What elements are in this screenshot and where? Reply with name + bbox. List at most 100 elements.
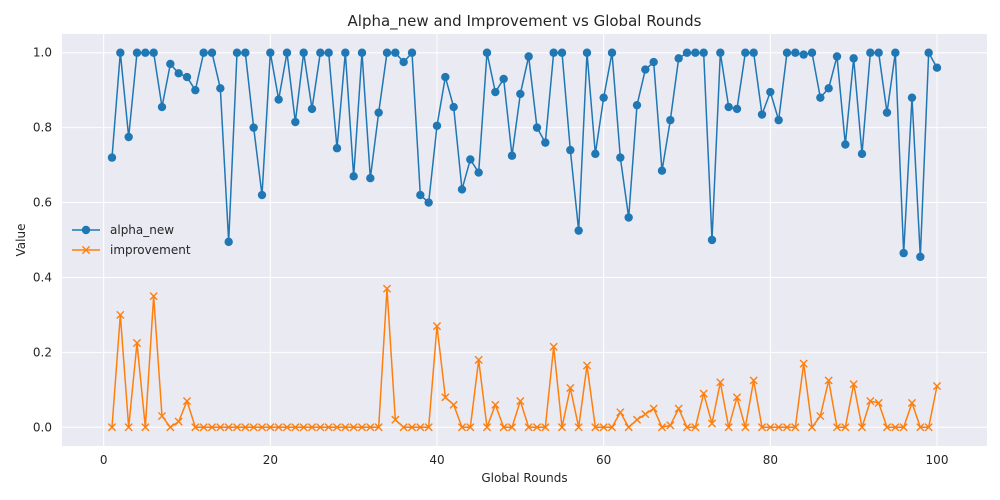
x-tick-label: 40 [429, 453, 444, 467]
data-point [432, 121, 442, 130]
data-point [507, 151, 517, 160]
data-point [807, 423, 817, 432]
data-point [382, 48, 392, 57]
data-point [216, 84, 225, 93]
data-point [257, 423, 267, 432]
data-point [691, 48, 700, 57]
y-tick-label: 0.8 [33, 121, 52, 135]
data-point [816, 93, 825, 102]
data-point [132, 48, 142, 57]
data-point [932, 63, 942, 72]
legend-marker-improvement [81, 245, 91, 255]
x-axis-ticks: 0 20 40 60 80 100 [100, 453, 949, 467]
data-point [524, 52, 533, 61]
data-point [382, 284, 392, 293]
data-point [491, 87, 500, 97]
data-point [724, 423, 733, 432]
data-point [724, 102, 733, 112]
series-alpha-new [107, 48, 942, 262]
data-point [116, 48, 125, 57]
data-point [682, 423, 692, 432]
legend-label-improvement: improvement [110, 243, 191, 257]
data-point [249, 423, 258, 432]
data-point [482, 48, 492, 57]
data-point [882, 108, 892, 117]
data-point [191, 85, 200, 95]
data-point [132, 338, 142, 348]
data-point [616, 153, 625, 162]
data-point [607, 423, 617, 432]
data-point [349, 172, 358, 181]
data-point [407, 423, 417, 432]
data-point [616, 408, 625, 417]
data-point [199, 48, 208, 57]
data-point [632, 415, 642, 424]
data-point [682, 48, 692, 57]
series-improvement [107, 284, 942, 432]
data-point [466, 155, 475, 164]
data-point [149, 48, 158, 57]
y-tick-label: 0.4 [33, 270, 52, 284]
data-point [424, 423, 433, 432]
data-point [924, 423, 933, 432]
data-point [374, 423, 383, 432]
data-point [491, 400, 500, 409]
data-point [649, 404, 658, 413]
data-point [274, 95, 283, 104]
data-point [174, 417, 183, 426]
data-point [566, 383, 575, 393]
data-point [282, 423, 292, 432]
data-point [641, 410, 650, 419]
data-point [666, 421, 675, 430]
data-point [241, 48, 250, 57]
data-point [441, 393, 450, 402]
data-point [582, 361, 592, 370]
data-point [532, 123, 542, 132]
data-point [366, 174, 375, 183]
data-point [824, 84, 833, 93]
data-point [182, 396, 192, 406]
data-point [341, 48, 350, 57]
data-point [907, 93, 917, 102]
data-point [257, 190, 267, 200]
data-point [924, 48, 933, 57]
series-line [111, 51, 938, 258]
data-point [199, 423, 208, 432]
data-point [516, 396, 525, 406]
data-point [432, 322, 442, 331]
x-tick-label: 0 [100, 453, 108, 467]
data-point [116, 310, 125, 320]
data-point [141, 48, 150, 57]
data-point [899, 423, 908, 432]
data-point [391, 415, 400, 424]
data-point [316, 423, 325, 432]
data-point [357, 48, 367, 57]
data-point [824, 376, 833, 385]
y-tick-label: 1.0 [33, 46, 52, 60]
data-point [299, 48, 308, 57]
data-point [641, 65, 650, 74]
data-point [766, 87, 775, 97]
data-point [666, 115, 675, 125]
data-point [524, 423, 533, 432]
data-point [807, 48, 817, 57]
data-point [782, 423, 792, 432]
data-point [424, 198, 433, 207]
data-point [474, 355, 483, 364]
data-point [849, 380, 858, 389]
data-point [499, 74, 508, 84]
data-point [624, 423, 633, 432]
legend-marker-alpha-new [81, 225, 91, 235]
data-point [324, 48, 333, 57]
y-axis-ticks: 0.0 0.2 0.4 0.6 0.8 1.0 [33, 46, 52, 435]
data-point [557, 423, 567, 432]
data-point [782, 48, 792, 57]
data-point [699, 48, 708, 57]
data-point [574, 423, 583, 432]
data-point [841, 140, 850, 149]
data-point [332, 423, 342, 432]
data-point [399, 423, 408, 432]
data-point [866, 396, 875, 406]
data-point [482, 423, 492, 432]
y-axis-label: Value [14, 224, 28, 257]
